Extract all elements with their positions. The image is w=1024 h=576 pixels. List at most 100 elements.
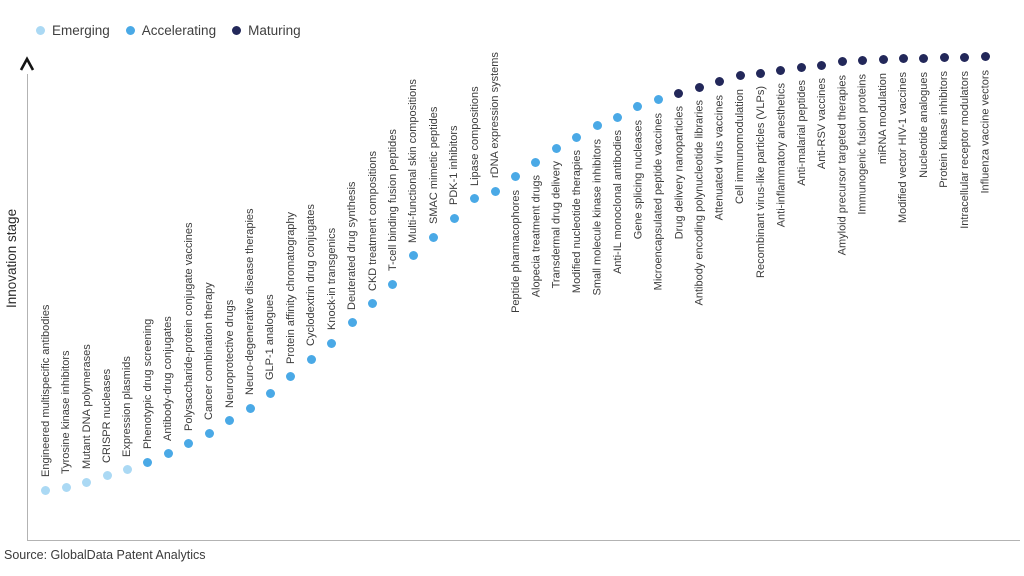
- data-point-label: Multi-functional skin compositions: [407, 78, 420, 243]
- data-point-dot: [694, 82, 704, 92]
- data-point-label: Microencapsulated peptide vaccines: [652, 112, 665, 291]
- data-point-label: miRNA modulation: [877, 72, 890, 164]
- data-point-label: Modified vector HIV-1 vaccines: [897, 71, 910, 223]
- data-point-dot: [388, 279, 398, 289]
- data-point-dot: [265, 388, 275, 398]
- data-point-label: Anti-RSV vaccines: [815, 78, 828, 170]
- data-point-label: Cyclodextrin drug conjugates: [305, 204, 318, 347]
- data-point-dot: [919, 54, 929, 64]
- data-point-label: PDK-1 inhibitors: [448, 125, 461, 206]
- data-point-dot: [633, 102, 643, 112]
- data-point-dot: [368, 299, 378, 309]
- data-point-label: rDNA expression systems: [489, 52, 502, 179]
- data-point-label: Anti-IL monoclonal antibodies: [611, 130, 624, 275]
- data-point-dot: [327, 338, 337, 348]
- data-point-label: Phenotypic drug screening: [141, 318, 154, 450]
- legend-item-accelerating: Accelerating: [125, 23, 217, 38]
- data-point-dot: [347, 318, 357, 328]
- data-point-dot: [592, 121, 602, 131]
- data-point-label: Nucleotide analogues: [917, 71, 930, 178]
- data-point-dot: [204, 428, 214, 438]
- legend: Emerging Accelerating Maturing: [36, 23, 301, 38]
- data-point-dot: [551, 143, 561, 153]
- data-point-label: Protein kinase inhibitors: [938, 70, 951, 188]
- data-point-dot: [102, 471, 112, 481]
- data-point-dot: [245, 403, 255, 413]
- data-point-label: Engineered multispecific antibodies: [39, 304, 52, 478]
- data-point-dot: [980, 52, 990, 62]
- data-point-dot: [715, 77, 725, 87]
- data-point-label: SMAC mimetic peptides: [427, 106, 440, 225]
- data-point-dot: [858, 56, 868, 66]
- data-point-dot: [61, 482, 71, 492]
- data-point-label: Lipase compositions: [468, 86, 481, 186]
- legend-item-emerging: Emerging: [36, 23, 110, 38]
- data-point-dot: [510, 172, 520, 182]
- data-point-label: Transdermal drug delivery: [550, 161, 563, 289]
- data-point-dot: [449, 213, 459, 223]
- data-point-dot: [898, 54, 908, 64]
- legend-dot-icon: [36, 26, 45, 35]
- data-point-dot: [143, 457, 153, 467]
- data-point-dot: [470, 194, 480, 204]
- data-point-label: Drug delivery nanoparticles: [672, 106, 685, 240]
- data-point-dot: [796, 62, 806, 72]
- data-point-dot: [531, 157, 541, 167]
- data-point-label: Anti-inflammatory anesthetics: [774, 83, 787, 228]
- y-axis-arrow-icon: [19, 56, 35, 71]
- data-point-dot: [429, 232, 439, 242]
- legend-dot-icon: [232, 26, 242, 35]
- data-point-label: Peptide pharmacophores: [509, 189, 522, 313]
- data-point-dot: [674, 88, 684, 98]
- source-attribution: Source: GlobalData Patent Analytics: [4, 548, 206, 562]
- data-point-label: Polysaccharide-protein conjugate vaccine…: [182, 222, 195, 431]
- data-point-label: Recombinant virus-like particles (VLPs): [754, 86, 767, 278]
- data-point-label: Attenuated virus vaccines: [713, 94, 726, 221]
- data-point-dot: [735, 71, 745, 81]
- y-axis-title: Innovation stage: [4, 208, 19, 308]
- data-point-label: Amyloid precursor targeted therapies: [836, 74, 849, 256]
- data-point-label: Antibody-drug conjugates: [162, 316, 175, 441]
- data-point-label: Intracellular receptor modulators: [958, 70, 971, 229]
- data-point-label: Immunogenic fusion proteins: [856, 73, 869, 215]
- data-point-dot: [572, 132, 582, 142]
- legend-item-label: Accelerating: [141, 23, 217, 38]
- data-point-label: Modified nucleotide therapies: [570, 150, 583, 294]
- data-point-dot: [490, 186, 500, 196]
- data-point-dot: [776, 65, 786, 75]
- data-point-label: T-cell binding fusion peptides: [386, 129, 399, 272]
- x-axis-line: [27, 540, 1020, 541]
- data-point-dot: [306, 354, 316, 364]
- data-point-dot: [613, 112, 623, 122]
- legend-item-label: Emerging: [52, 23, 110, 38]
- data-point-dot: [163, 449, 173, 459]
- data-point-label: Tyrosine kinase inhibitors: [60, 350, 73, 475]
- data-point-label: CRISPR nucleases: [101, 368, 114, 463]
- data-point-dot: [82, 477, 92, 487]
- data-point-label: Small molecule kinase inhibitors: [591, 138, 604, 296]
- data-point-label: Knock-in transgenics: [325, 227, 338, 331]
- data-point-label: Anti-malarial peptides: [795, 80, 808, 186]
- legend-item-label: Maturing: [248, 23, 301, 38]
- data-point-label: Gene splicing nucleases: [631, 119, 644, 240]
- legend-dot-icon: [125, 26, 135, 35]
- data-point-label: GLP-1 analogues: [264, 294, 277, 380]
- y-axis-line: [27, 74, 28, 540]
- data-point-dot: [939, 53, 949, 63]
- data-point-label: Neuroprotective drugs: [223, 299, 236, 408]
- data-point-label: CKD treatment compositions: [366, 150, 379, 291]
- data-point-label: Alopecia treatment drugs: [529, 175, 542, 298]
- data-point-label: Cell immunomodulation: [734, 88, 747, 204]
- data-point-dot: [817, 60, 827, 70]
- data-point-dot: [41, 485, 51, 495]
- data-point-label: Influenza vaccine vectors: [979, 69, 992, 194]
- data-point-dot: [960, 53, 970, 63]
- data-point-label: Mutant DNA polymerases: [80, 344, 93, 470]
- data-point-dot: [122, 465, 132, 475]
- data-point-dot: [408, 251, 418, 261]
- data-point-dot: [653, 95, 663, 105]
- data-point-label: Neuro-degenerative disease therapies: [244, 208, 256, 396]
- data-point-dot: [184, 439, 194, 449]
- data-point-label: Protein affinity chromatography: [284, 211, 297, 364]
